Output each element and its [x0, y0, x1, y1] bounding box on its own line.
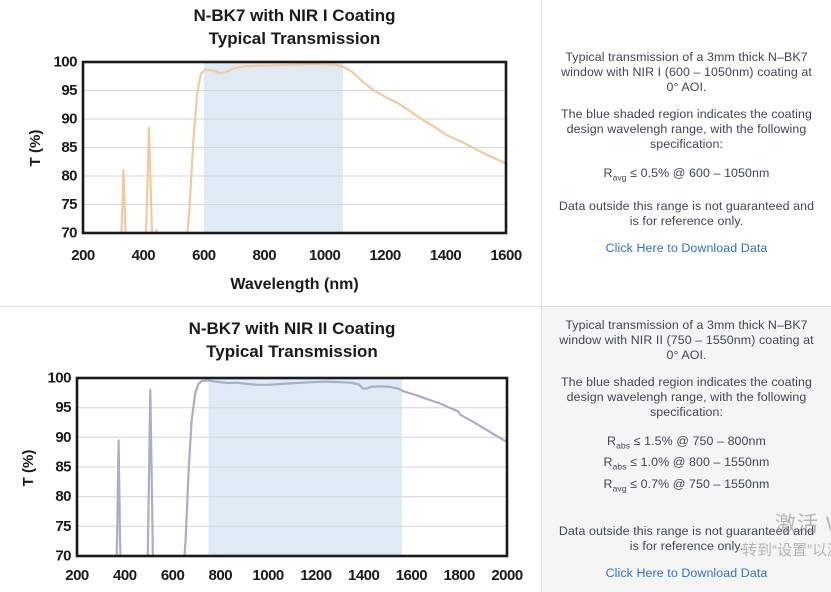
nir1-chart-panel: 70 75 80 85 90 95 100 200 400 600 800 1000 1200 1400 1… — [0, 0, 541, 306]
nir2-chart-panel: 70 75 80 85 90 95 100 200 400 600 800 1000 1200 1400 1… — [0, 307, 541, 592]
shaded-region-note: The blue shaded region indicates the coa… — [560, 106, 812, 151]
plot-border — [81, 60, 508, 235]
svg-text:1200: 1200 — [369, 247, 401, 264]
svg-text:70: 70 — [61, 225, 77, 242]
x-axis-ticks: 200 400 600 800 1000 1200 1400 1600 1800 2000 — [65, 567, 523, 584]
svg-text:100: 100 — [53, 54, 77, 71]
specification-list: Rabs ≤ 1.5% @ 750 – 800nm Rabs ≤ 1.0% @ 8… — [604, 432, 770, 498]
description-text: Typical transmission of a 3mm thick N–BK… — [559, 317, 814, 362]
nir1-section: 70 75 80 85 90 95 100 200 400 600 800 1000 1200 1400 1… — [0, 0, 831, 307]
y-axis-label: T (%) — [27, 130, 44, 167]
svg-text:1400: 1400 — [348, 567, 380, 584]
shaded-region-note: The blue shaded region indicates the coa… — [560, 374, 812, 419]
svg-text:95: 95 — [55, 399, 71, 416]
svg-text:2000: 2000 — [491, 567, 523, 584]
svg-text:80: 80 — [61, 168, 77, 185]
svg-text:75: 75 — [61, 196, 77, 213]
svg-text:1000: 1000 — [309, 247, 341, 264]
spec-line: Ravg ≤ 0.7% @ 750 – 1550nm — [603, 476, 770, 494]
svg-text:70: 70 — [55, 548, 71, 565]
svg-text:200: 200 — [71, 247, 95, 264]
svg-text:400: 400 — [113, 567, 137, 584]
spec-line: Ravg ≤ 0.5% @ 600 – 1050nm — [603, 165, 770, 183]
specification-list: Ravg ≤ 0.5% @ 600 – 1050nm — [604, 164, 770, 187]
nir1-transmission-chart: 70 75 80 85 90 95 100 200 400 600 800 1000 1200 1400 1… — [27, 6, 522, 293]
transmission-curve — [120, 62, 506, 233]
download-data-link[interactable]: Click Here to Download Data — [605, 566, 768, 581]
svg-text:80: 80 — [55, 488, 71, 505]
svg-text:800: 800 — [253, 247, 277, 264]
disclaimer-text: Data outside this range is not guarantee… — [558, 199, 815, 229]
y-axis-label: T (%) — [20, 450, 37, 487]
svg-text:200: 200 — [65, 567, 89, 584]
svg-text:1400: 1400 — [430, 247, 462, 264]
transmission-curve — [115, 379, 507, 556]
svg-text:90: 90 — [55, 429, 71, 446]
nir2-description-panel: Typical transmission of a 3mm thick N–BK… — [541, 307, 831, 592]
chart-subtitle: Typical Transmission — [206, 342, 378, 361]
y-axis-ticks: 70 75 80 85 90 95 100 — [53, 54, 77, 242]
svg-text:600: 600 — [192, 247, 216, 264]
svg-text:100: 100 — [47, 370, 71, 387]
chart-title: N-BK7 with NIR I Coating — [193, 6, 395, 25]
chart-title: N-BK7 with NIR II Coating — [189, 319, 396, 338]
nir1-description-panel: Typical transmission of a 3mm thick N–BK… — [541, 0, 831, 306]
nir2-section: 70 75 80 85 90 95 100 200 400 600 800 1000 1200 1400 1… — [0, 307, 831, 592]
x-axis-label: Wavelength (nm) — [230, 276, 358, 293]
nir2-transmission-chart: 70 75 80 85 90 95 100 200 400 600 800 1000 1200 1400 1… — [20, 319, 523, 584]
svg-text:1600: 1600 — [490, 247, 522, 264]
spec-line: Rabs ≤ 1.0% @ 800 – 1550nm — [603, 455, 770, 472]
chart-subtitle: Typical Transmission — [209, 29, 381, 48]
svg-text:90: 90 — [61, 111, 77, 128]
svg-text:400: 400 — [132, 247, 156, 264]
svg-text:85: 85 — [61, 139, 77, 156]
svg-text:1200: 1200 — [300, 567, 332, 584]
svg-text:75: 75 — [55, 518, 71, 535]
y-gridlines — [83, 90, 506, 205]
spec-line: Rabs ≤ 1.5% @ 750 – 800nm — [607, 433, 766, 451]
x-axis-ticks: 200 400 600 800 1000 1200 1400 1600 — [71, 247, 522, 264]
svg-text:1000: 1000 — [252, 567, 284, 584]
svg-text:1600: 1600 — [396, 567, 428, 584]
y-axis-ticks: 70 75 80 85 90 95 100 — [47, 370, 71, 565]
svg-text:600: 600 — [161, 567, 185, 584]
description-text: Typical transmission of a 3mm thick N–BK… — [561, 49, 812, 94]
svg-text:1800: 1800 — [444, 567, 476, 584]
plot-border — [75, 376, 509, 558]
svg-text:800: 800 — [209, 567, 233, 584]
svg-text:95: 95 — [61, 82, 77, 99]
svg-text:85: 85 — [55, 459, 71, 476]
download-data-link[interactable]: Click Here to Download Data — [605, 241, 768, 256]
disclaimer-text: Data outside this range is not guarantee… — [558, 524, 815, 554]
